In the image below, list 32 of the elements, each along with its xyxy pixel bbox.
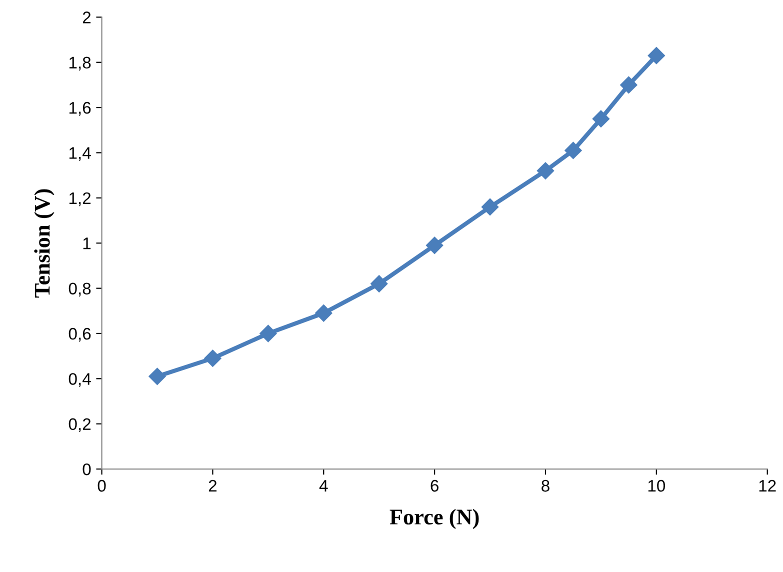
x-tick-label: 10 [648,480,666,492]
x-tick-label: 8 [542,480,550,492]
point [370,275,388,292]
x-axis-title: Force (N) [390,508,479,530]
point [592,110,610,128]
point [315,304,332,322]
y-tick-label: 0 [82,463,91,476]
x-tick-label: 4 [319,480,328,492]
point [620,76,638,94]
y-tick-label: 0,4 [68,373,91,387]
x-tick-label: 0 [98,480,106,492]
y-tick-label: 1,4 [69,147,91,161]
point [426,236,444,254]
point [648,47,665,64]
x-tick-label: 12 [759,480,776,492]
point [260,324,277,342]
point [481,198,499,216]
y-tick-label: 1 [83,238,91,250]
y-tick-label: 1,6 [69,102,91,116]
y-tick-label: 1,2 [69,192,91,206]
y-tick-label: 0,8 [68,282,91,296]
y-tick-label: 0,2 [68,418,91,432]
point [536,162,554,180]
y-tick-label: 2 [82,12,91,24]
point [204,350,222,367]
point [148,368,166,385]
y-axis-title: Tension (V) [34,189,54,298]
x-tick-label: 2 [208,480,217,492]
y-tick-label: 0,6 [68,328,91,342]
x-tick-label: 6 [430,480,438,492]
y-tick-label: 1,8 [69,56,91,71]
point [564,142,582,160]
